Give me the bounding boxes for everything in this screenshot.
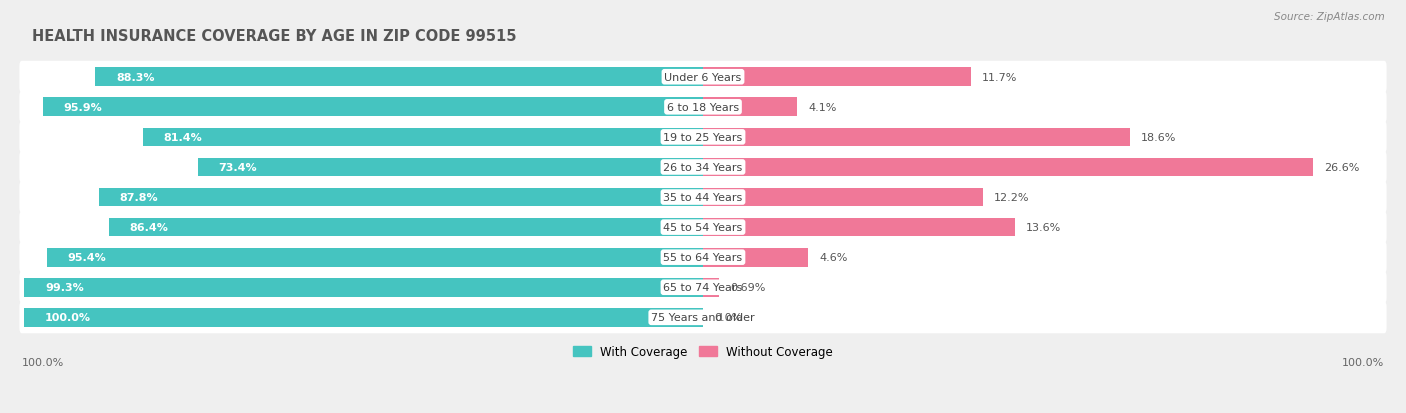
Text: 100.0%: 100.0% (45, 313, 91, 323)
Text: 55 to 64 Years: 55 to 64 Years (664, 253, 742, 263)
Text: 75 Years and older: 75 Years and older (651, 313, 755, 323)
Text: Source: ZipAtlas.com: Source: ZipAtlas.com (1274, 12, 1385, 22)
Text: 87.8%: 87.8% (120, 192, 159, 202)
Bar (703, 278, 718, 297)
FancyBboxPatch shape (20, 301, 1386, 333)
Bar (96, 68, 703, 87)
Bar (703, 218, 1015, 237)
Bar (703, 248, 808, 267)
FancyBboxPatch shape (20, 92, 1386, 123)
Text: 0.69%: 0.69% (730, 282, 765, 292)
Text: 26.6%: 26.6% (1324, 163, 1360, 173)
Text: 12.2%: 12.2% (994, 192, 1029, 202)
Text: 45 to 54 Years: 45 to 54 Years (664, 223, 742, 233)
Text: 95.9%: 95.9% (63, 102, 103, 112)
Text: 99.3%: 99.3% (45, 282, 84, 292)
Bar (703, 98, 797, 117)
Text: Under 6 Years: Under 6 Years (665, 73, 741, 83)
Text: 35 to 44 Years: 35 to 44 Years (664, 192, 742, 202)
Text: 100.0%: 100.0% (22, 357, 65, 367)
Bar (703, 128, 1129, 147)
FancyBboxPatch shape (20, 152, 1386, 183)
FancyBboxPatch shape (20, 211, 1386, 243)
Bar (703, 158, 1313, 177)
Text: 4.6%: 4.6% (820, 253, 848, 263)
Text: 86.4%: 86.4% (129, 223, 169, 233)
Text: 11.7%: 11.7% (983, 73, 1018, 83)
Bar (24, 278, 703, 297)
Bar (108, 218, 703, 237)
FancyBboxPatch shape (20, 272, 1386, 304)
Text: 18.6%: 18.6% (1140, 133, 1175, 142)
Bar (703, 68, 972, 87)
Text: 73.4%: 73.4% (219, 163, 257, 173)
Text: 65 to 74 Years: 65 to 74 Years (664, 282, 742, 292)
Legend: With Coverage, Without Coverage: With Coverage, Without Coverage (568, 340, 838, 363)
Text: 95.4%: 95.4% (67, 253, 105, 263)
Bar (143, 128, 703, 147)
Bar (46, 248, 703, 267)
Text: 88.3%: 88.3% (117, 73, 155, 83)
Bar (198, 158, 703, 177)
FancyBboxPatch shape (20, 242, 1386, 273)
Bar (44, 98, 703, 117)
Text: 6 to 18 Years: 6 to 18 Years (666, 102, 740, 112)
FancyBboxPatch shape (20, 62, 1386, 93)
Text: 26 to 34 Years: 26 to 34 Years (664, 163, 742, 173)
FancyBboxPatch shape (20, 122, 1386, 154)
Text: 4.1%: 4.1% (808, 102, 837, 112)
Text: 100.0%: 100.0% (1341, 357, 1384, 367)
Text: 0.0%: 0.0% (714, 313, 742, 323)
Bar (24, 308, 703, 327)
Text: 13.6%: 13.6% (1026, 223, 1062, 233)
Text: HEALTH INSURANCE COVERAGE BY AGE IN ZIP CODE 99515: HEALTH INSURANCE COVERAGE BY AGE IN ZIP … (31, 28, 516, 44)
Text: 81.4%: 81.4% (163, 133, 202, 142)
Text: 19 to 25 Years: 19 to 25 Years (664, 133, 742, 142)
Bar (98, 188, 703, 207)
FancyBboxPatch shape (20, 182, 1386, 214)
Bar (703, 188, 983, 207)
